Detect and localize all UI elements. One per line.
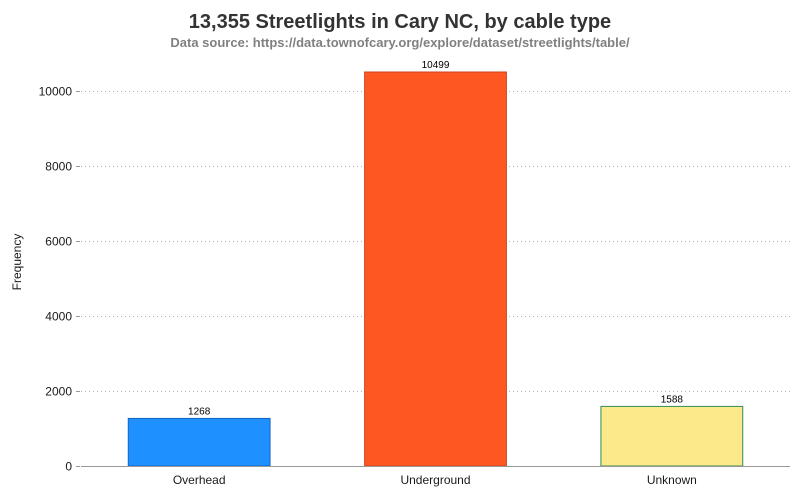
data-label: 10499 bbox=[422, 60, 450, 71]
y-tick-label: 8000 bbox=[45, 160, 72, 174]
bars bbox=[127, 71, 744, 467]
category-label: Unknown bbox=[647, 473, 697, 487]
data-label: 1268 bbox=[188, 406, 211, 417]
data-label: 1588 bbox=[661, 394, 684, 405]
category-label: Underground bbox=[400, 473, 470, 487]
y-axis-title: Frequency bbox=[10, 234, 24, 291]
category-label: Overhead bbox=[173, 473, 226, 487]
y-tick-label: 2000 bbox=[45, 385, 72, 399]
bar-unknown bbox=[600, 405, 744, 467]
y-tick-label: 0 bbox=[65, 460, 72, 474]
chart-subtitle: Data source: https://data.townofcary.org… bbox=[170, 35, 630, 50]
chart-title: 13,355 Streetlights in Cary NC, by cable… bbox=[189, 11, 611, 33]
bar-overhead bbox=[127, 417, 271, 467]
y-tick-label: 4000 bbox=[45, 310, 72, 324]
y-tick-label: 10000 bbox=[39, 85, 73, 99]
y-tick-label: 6000 bbox=[45, 235, 72, 249]
x-axis-labels: Overhead Underground Unknown bbox=[173, 473, 697, 487]
bar-underground bbox=[364, 71, 507, 467]
data-labels: 1268 10499 1588 bbox=[188, 60, 683, 417]
y-axis-ticks: 0 2000 4000 6000 8000 10000 bbox=[39, 85, 80, 474]
